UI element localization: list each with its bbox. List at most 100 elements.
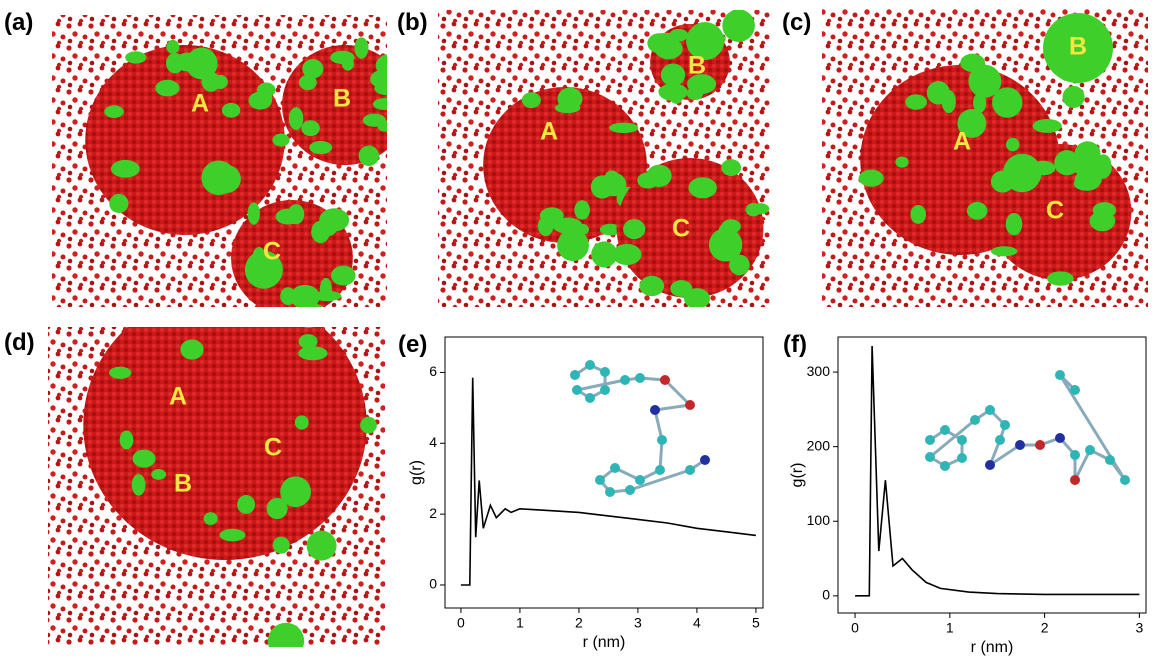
x-tick-label: 1 (516, 615, 524, 631)
green-patch (599, 223, 622, 236)
atom (585, 360, 595, 370)
region-label: A (540, 118, 558, 146)
green-patch (219, 528, 246, 542)
panel-label: (b) (397, 9, 428, 36)
green-patch (298, 74, 317, 91)
green-patch (358, 145, 380, 167)
atom (600, 385, 610, 395)
panel-label: (e) (398, 331, 427, 358)
green-patch (256, 82, 276, 98)
region-label: B (688, 52, 706, 80)
green-patch (1095, 218, 1112, 230)
y-tick-label: 4 (429, 434, 437, 450)
bond (1058, 374, 1127, 481)
snapshot-content (822, 8, 1148, 307)
green-patch (688, 77, 713, 88)
green-patch (298, 334, 318, 349)
green-patch (212, 164, 241, 194)
x-tick-label: 4 (693, 615, 701, 631)
green-patch (294, 415, 309, 430)
green-patch (1074, 169, 1102, 190)
x-tick-label: 2 (575, 615, 583, 631)
green-patch (1005, 212, 1023, 236)
region-label: A (953, 128, 971, 156)
snapshot-content (438, 10, 770, 307)
green-patch (973, 92, 987, 113)
atom (995, 435, 1005, 445)
green-patch (557, 87, 583, 111)
green-patch (1062, 85, 1085, 108)
green-patch (1095, 154, 1112, 173)
green-patch (652, 32, 680, 47)
x-tick-label: 2 (1041, 620, 1049, 636)
snapshot-content (52, 15, 387, 307)
green-patch (313, 290, 342, 302)
green-patch (221, 102, 241, 118)
atom (1070, 450, 1080, 460)
green-patch (375, 54, 387, 77)
green-patch (686, 86, 704, 101)
green-patch (612, 243, 642, 266)
green-patch (688, 177, 717, 199)
bond (663, 378, 692, 407)
panel-label: (d) (4, 329, 35, 356)
green-patch (302, 58, 324, 79)
green-patch (185, 47, 218, 80)
green-patch (267, 622, 305, 647)
green-patch (331, 265, 356, 286)
green-patch (599, 172, 627, 197)
green-patch (905, 94, 927, 110)
green-patch (1002, 153, 1042, 193)
green-patch (362, 113, 386, 127)
atom (970, 415, 980, 425)
green-patch (966, 201, 988, 220)
atom (610, 463, 620, 473)
region-label: A (191, 90, 209, 118)
snapshot-content (48, 327, 385, 647)
panel-label: (a) (4, 9, 33, 36)
atom (600, 367, 610, 377)
green-patch (992, 87, 1023, 118)
green-patch (539, 207, 564, 224)
green-patch (521, 92, 541, 109)
green-patch (1006, 137, 1020, 152)
green-patch (1032, 119, 1062, 133)
green-patch (360, 416, 377, 434)
bond (654, 403, 691, 412)
green-patch (708, 228, 743, 262)
green-patch (110, 159, 140, 178)
green-patch (109, 193, 129, 214)
green-patch (301, 120, 320, 137)
x-axis-label: r (nm) (971, 639, 1014, 656)
atom (595, 475, 605, 485)
region-label: B (333, 85, 351, 113)
green-patch (574, 200, 590, 220)
atom (655, 465, 665, 475)
atom (625, 485, 635, 495)
green-patch (125, 51, 147, 64)
green-patch (991, 246, 1018, 257)
atom (1035, 440, 1045, 450)
cluster (83, 327, 367, 560)
atom (570, 370, 580, 380)
green-patch (237, 495, 256, 514)
green-patch (557, 229, 589, 262)
atom (940, 461, 950, 471)
bond (629, 468, 691, 492)
panel-label: (c) (782, 9, 811, 36)
green-patch (319, 217, 338, 236)
green-patch (244, 250, 283, 289)
atom (957, 435, 967, 445)
green-patch (858, 169, 884, 187)
bond (1073, 449, 1092, 481)
region-label: C (264, 434, 282, 462)
x-tick-label: 3 (634, 615, 642, 631)
green-patch (910, 204, 927, 224)
green-patch (306, 530, 337, 561)
green-patch (968, 64, 1002, 98)
green-patch (213, 74, 228, 89)
y-tick-label: 0 (429, 576, 437, 592)
atom (635, 475, 645, 485)
plot-frame (444, 336, 764, 609)
